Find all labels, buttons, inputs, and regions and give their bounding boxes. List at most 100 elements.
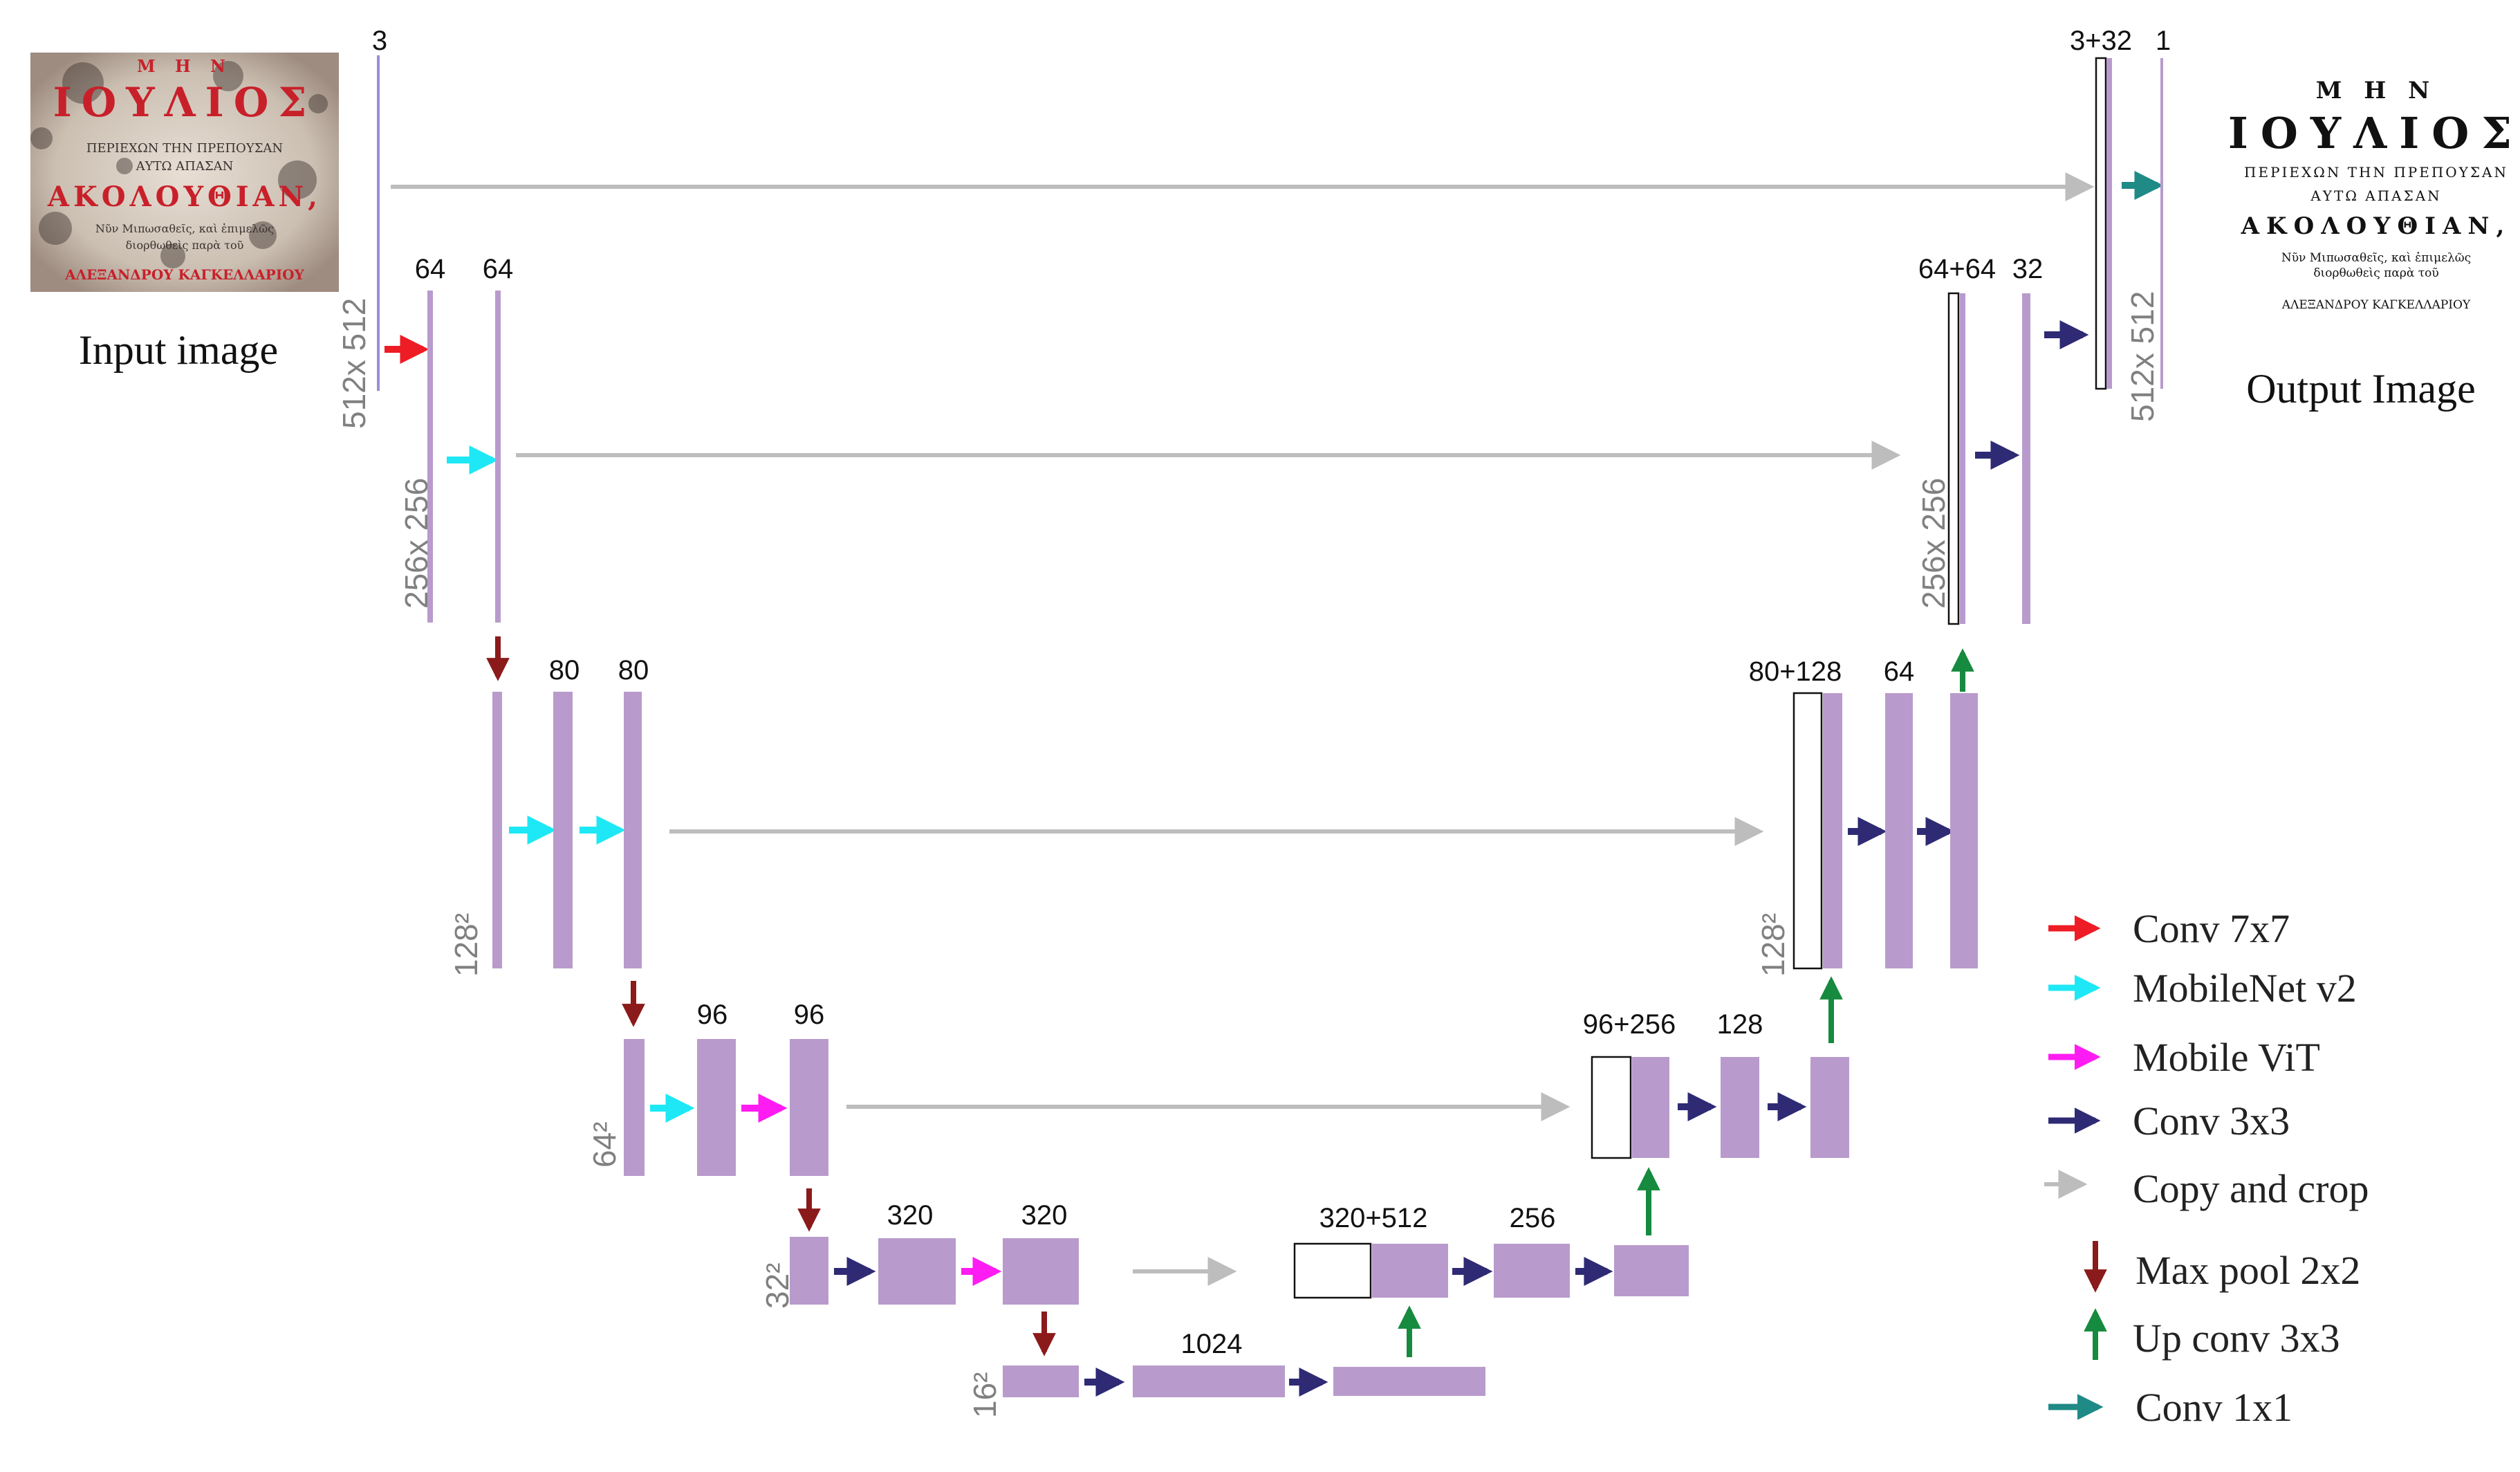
resolution-label: 16² xyxy=(967,1372,1003,1418)
legend-label: MobileNet v2 xyxy=(2133,966,2357,1011)
input-text-line: ΠΕΡΙΕΧΩΝ ΤΗΝ ΠΡΕΠΟΥΣΑΝ xyxy=(86,141,283,156)
channel-label: 128 xyxy=(1717,1009,1763,1040)
legend-label: Conv 1x1 xyxy=(2135,1385,2292,1430)
feature-block xyxy=(1003,1238,1079,1305)
feature-block xyxy=(2022,293,2030,624)
feature-block xyxy=(1632,1057,1669,1158)
concat-block xyxy=(2095,57,2107,390)
legend-label: Copy and crop xyxy=(2133,1166,2369,1211)
channel-label: 80+128 xyxy=(1749,656,1842,687)
feature-block xyxy=(1003,1365,1079,1397)
feature-block xyxy=(1333,1367,1485,1396)
level-512: 3 512x 512 3+32 1 512x 512 xyxy=(336,26,2171,429)
feature-block xyxy=(1494,1244,1570,1298)
input-text-line: ΑΥΤΩ ΑΠΑΣΑΝ xyxy=(136,159,234,174)
channel-label: 1 xyxy=(2156,26,2171,56)
output-image-caption: Output Image xyxy=(2246,366,2476,412)
legend-item-mobilevit: Mobile ViT xyxy=(2048,1035,2320,1080)
output-text-line: διορθωθεὶς παρὰ τοῦ xyxy=(2313,266,2438,280)
channel-label: 320 xyxy=(1021,1200,1068,1231)
output-text-line: ΑΚΟΛΟΥΘΙΑΝ, xyxy=(2241,212,2512,240)
feature-block xyxy=(790,1039,828,1176)
resolution-label: 32² xyxy=(759,1263,795,1309)
legend: Conv 7x7 MobileNet v2 Mobile ViT Conv 3x… xyxy=(2044,906,2369,1430)
legend-item-conv3x3: Conv 3x3 xyxy=(2048,1098,2290,1143)
input-text-line: ΑΚΟΛΟΥΘΙΑΝ, xyxy=(47,181,322,213)
feature-block xyxy=(1721,1057,1759,1158)
resolution-label: 64² xyxy=(586,1122,622,1168)
legend-item-upconv: Up conv 3x3 xyxy=(2084,1308,2340,1361)
feature-block xyxy=(624,692,642,968)
input-text-line: Μ Η Ν xyxy=(137,56,232,76)
level-256: 256x 256 64 64 256x 256 64+64 32 xyxy=(385,254,2089,692)
feature-block xyxy=(878,1238,956,1305)
legend-item-maxpool: Max pool 2x2 xyxy=(2084,1241,2360,1293)
channel-label: 96 xyxy=(794,1000,825,1030)
legend-item-conv7x7: Conv 7x7 xyxy=(2048,906,2290,951)
concat-block xyxy=(1293,1242,1372,1299)
input-text-line: Νῦν Μιπωσαθεῖς, καὶ ἐπιμελῶς xyxy=(95,222,274,235)
channel-label: 1024 xyxy=(1181,1329,1243,1359)
input-channel-bar xyxy=(377,55,380,391)
channel-label: 96+256 xyxy=(1583,1009,1676,1040)
resolution-label: 512x 512 xyxy=(336,298,372,429)
legend-label: Conv 3x3 xyxy=(2133,1098,2290,1143)
legend-label: Up conv 3x3 xyxy=(2133,1316,2340,1361)
level-64: 64² 96 96 96+256 128 xyxy=(586,981,1849,1235)
channel-label: 64 xyxy=(483,254,514,284)
input-text-line: διορθωθεὶς παρὰ τοῦ xyxy=(126,239,244,252)
channel-label: 32 xyxy=(2012,254,2044,284)
output-text-line: ΠΕΡΙΕΧΩΝ ΤΗΝ ΠΡΕΠΟΥΣΑΝ xyxy=(2244,164,2508,181)
output-text-line: ΙΟΥΛΙΟΣ xyxy=(2228,108,2520,158)
concat-block xyxy=(1591,1056,1632,1159)
level-32: 32² 320 320 320+512 256 xyxy=(759,1188,1689,1357)
output-channel-bar xyxy=(2160,58,2163,389)
output-text-line: Νῦν Μιπωσαθεῖς, καὶ ἐπιμελῶς xyxy=(2281,251,2471,265)
channel-label: 80 xyxy=(549,655,580,686)
feature-block xyxy=(1885,693,1913,968)
feature-block xyxy=(1810,1057,1849,1158)
resolution-label: 512x 512 xyxy=(2124,291,2160,422)
output-text-line: ΑΛΕΞΑΝΔΡΟΥ ΚΑΓΚΕΛΛΑΡΙΟΥ xyxy=(2281,298,2471,312)
feature-block xyxy=(427,291,433,623)
feature-block xyxy=(624,1039,645,1176)
feature-block xyxy=(2106,58,2112,389)
legend-label: Max pool 2x2 xyxy=(2135,1248,2360,1293)
feature-block xyxy=(1614,1245,1689,1296)
channel-label: 64 xyxy=(1884,656,1915,687)
input-image-caption: Input image xyxy=(79,327,278,373)
channel-label: 3+32 xyxy=(2070,26,2132,56)
channel-label: 80 xyxy=(618,655,649,686)
concat-block xyxy=(1947,292,1960,625)
feature-block xyxy=(553,692,573,968)
feature-block xyxy=(1960,293,1965,624)
feature-block xyxy=(492,692,502,968)
feature-block xyxy=(495,291,501,623)
resolution-label: 128² xyxy=(1755,913,1791,977)
feature-block xyxy=(1133,1365,1285,1397)
level-16: 16² 1024 xyxy=(967,1312,1485,1418)
channel-label: 256 xyxy=(1510,1203,1556,1233)
channel-label: 96 xyxy=(697,1000,728,1030)
input-image: Μ Η Ν ΙΟΥΛΙΟΣ ΠΕΡΙΕΧΩΝ ΤΗΝ ΠΡΕΠΟΥΣΑΝ ΑΥΤ… xyxy=(30,53,339,292)
output-image: Μ Η Ν ΙΟΥΛΙΟΣ ΠΕΡΙΕΧΩΝ ΤΗΝ ΠΡΕΠΟΥΣΑΝ ΑΥΤ… xyxy=(2228,77,2520,312)
input-text-line: ΑΛΕΞΑΝΔΡΟΥ ΚΑΓΚΕΛΛΑΡΙΟΥ xyxy=(64,266,304,283)
output-text-line: Μ Η Ν xyxy=(2316,77,2437,104)
channel-label: 64+64 xyxy=(1918,254,1996,284)
input-image-stains xyxy=(30,61,328,268)
legend-label: Mobile ViT xyxy=(2133,1035,2320,1080)
legend-item-conv1x1: Conv 1x1 xyxy=(2048,1385,2292,1430)
input-text-line: ΙΟΥΛΙΟΣ xyxy=(53,79,317,126)
feature-block xyxy=(1823,693,1842,968)
feature-block xyxy=(790,1237,828,1305)
resolution-label: 256x 256 xyxy=(1916,478,1952,609)
legend-item-mobilenet: MobileNet v2 xyxy=(2048,966,2357,1011)
feature-block xyxy=(1950,693,1978,968)
feature-block xyxy=(697,1039,736,1176)
channel-label: 3 xyxy=(372,26,387,56)
concat-block xyxy=(1792,692,1823,970)
legend-item-copy-crop: Copy and crop xyxy=(2044,1166,2369,1211)
level-128: 128² 80 80 128² 80+128 64 xyxy=(448,636,1978,1043)
channel-label: 64 xyxy=(415,254,446,284)
